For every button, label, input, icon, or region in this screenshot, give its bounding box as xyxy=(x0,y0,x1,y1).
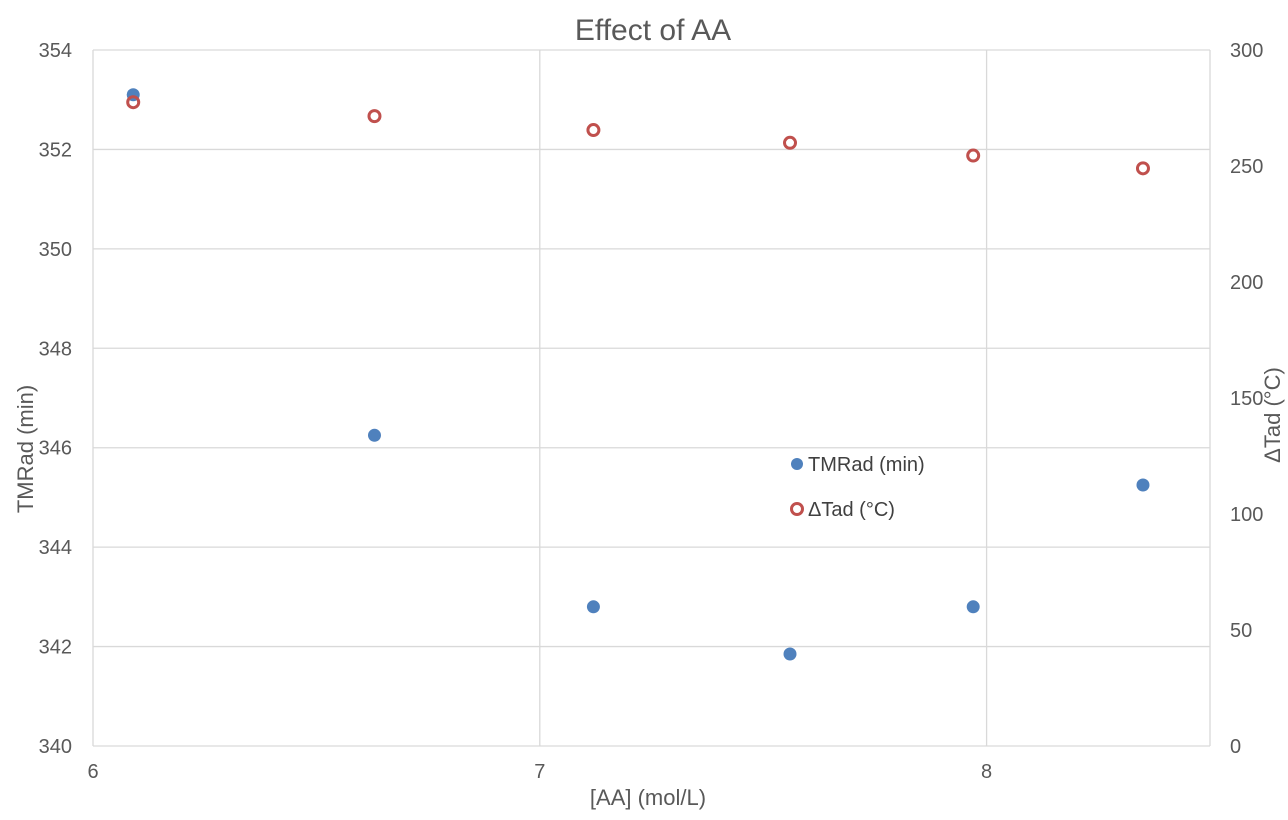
data-point-dtad xyxy=(783,135,798,150)
y2-tick-label: 250 xyxy=(1230,156,1263,178)
y2-tick-label: 100 xyxy=(1230,504,1263,526)
x-axis-ticks: 6 7 8 xyxy=(87,761,992,783)
data-point-tmrad xyxy=(586,600,600,614)
data-point-tmrad xyxy=(783,647,797,661)
x-tick-label: 7 xyxy=(534,761,545,783)
y-axis-label: TMRad (min) xyxy=(13,385,38,513)
y-tick-label: 340 xyxy=(39,736,72,758)
data-point-tmrad xyxy=(1136,478,1150,492)
y-tick-label: 350 xyxy=(39,239,72,261)
gridlines xyxy=(92,49,1211,747)
legend-marker-dtad xyxy=(790,502,804,516)
y2-tick-label: 200 xyxy=(1230,272,1263,294)
legend-label-tmrad: TMRad (min) xyxy=(808,454,925,476)
data-points xyxy=(126,88,1150,661)
x-tick-label: 6 xyxy=(87,761,98,783)
y-axis-ticks: 340 342 344 346 348 350 352 354 xyxy=(39,40,72,758)
y2-tick-label: 50 xyxy=(1230,620,1252,642)
y2-tick-label: 300 xyxy=(1230,40,1263,62)
y2-tick-label: 0 xyxy=(1230,736,1241,758)
y2-axis-label: ΔTad (°C) xyxy=(1260,367,1285,463)
data-point-dtad xyxy=(126,95,141,110)
chart-title: Effect of AA xyxy=(575,14,731,47)
y-tick-label: 342 xyxy=(39,637,72,659)
y-tick-label: 354 xyxy=(39,40,72,62)
y2-axis-ticks: 0 50 100 150 200 250 300 xyxy=(1230,40,1263,758)
y-tick-label: 348 xyxy=(39,338,72,360)
y2-tick-label: 150 xyxy=(1230,388,1263,410)
legend: TMRad (min) ΔTad (°C) xyxy=(790,454,925,521)
legend-label-dtad: ΔTad (°C) xyxy=(808,499,895,521)
x-axis-label: [AA] (mol/L) xyxy=(590,785,706,810)
y-tick-label: 352 xyxy=(39,139,72,161)
data-point-dtad xyxy=(367,109,382,124)
data-point-tmrad xyxy=(966,600,980,614)
x-tick-label: 8 xyxy=(981,761,992,783)
data-point-tmrad xyxy=(367,428,381,442)
legend-marker-tmrad xyxy=(791,458,803,470)
y-tick-label: 346 xyxy=(39,438,72,460)
data-point-dtad xyxy=(1135,161,1150,176)
data-point-dtad xyxy=(586,123,601,138)
data-point-dtad xyxy=(966,148,981,163)
y-tick-label: 344 xyxy=(39,537,72,559)
